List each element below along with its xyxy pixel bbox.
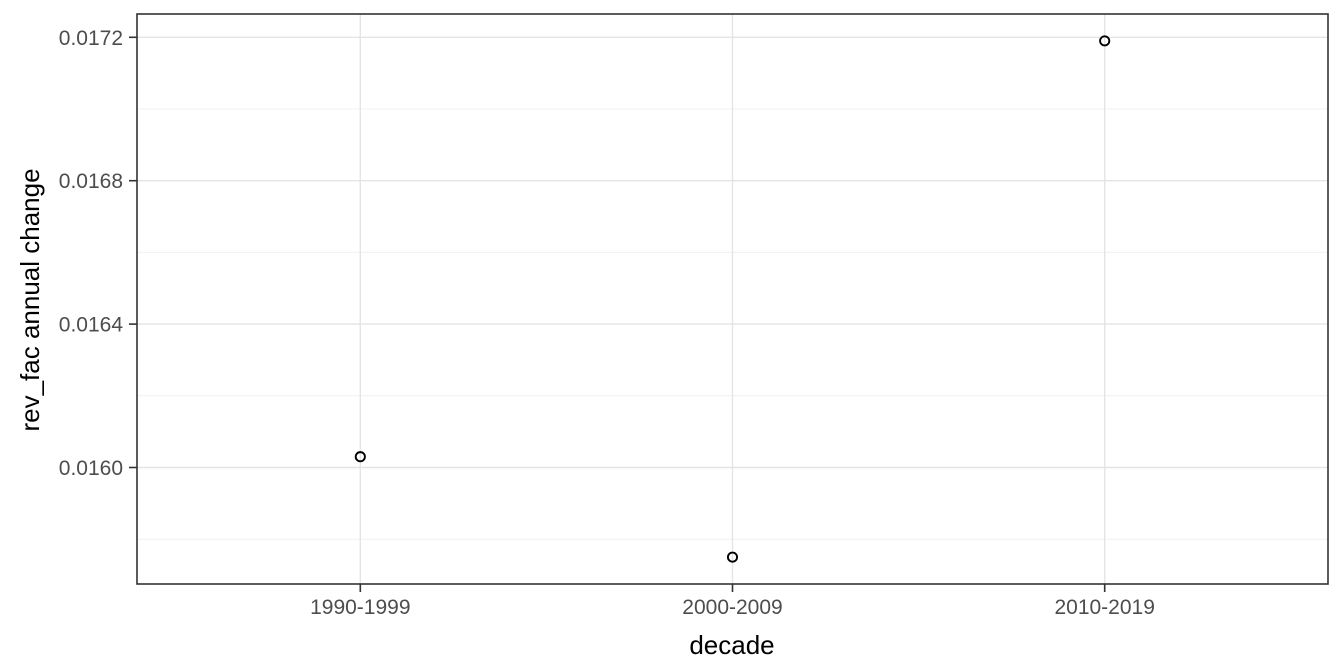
y-tick-label: 0.0172 xyxy=(59,27,123,50)
x-axis-title: decade xyxy=(689,630,775,660)
y-axis-title: rev_fac annual change xyxy=(15,168,45,432)
x-tick-label: 2000-2009 xyxy=(682,596,782,619)
x-tick-label: 1990-1999 xyxy=(310,596,410,619)
data-point xyxy=(726,551,739,563)
data-point xyxy=(1099,35,1111,47)
x-tick-label: 2010-2019 xyxy=(1054,596,1154,619)
y-tick-label: 0.0168 xyxy=(59,170,123,193)
y-tick-label: 0.0164 xyxy=(59,314,124,337)
data-point xyxy=(354,451,366,463)
y-tick-label: 0.0160 xyxy=(59,457,123,480)
